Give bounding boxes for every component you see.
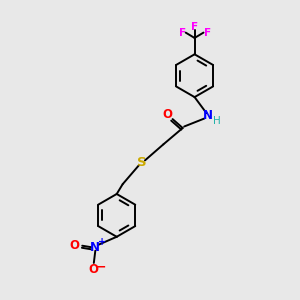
Text: O: O [163,108,173,121]
Text: N: N [203,109,213,122]
Text: F: F [191,22,198,32]
Text: F: F [203,28,211,38]
Text: +: + [98,237,106,247]
Text: F: F [178,28,186,38]
Text: −: − [96,261,106,274]
Text: H: H [213,116,221,127]
Text: S: S [137,156,147,169]
Text: O: O [69,239,79,252]
Text: O: O [89,263,99,276]
Text: N: N [90,241,100,254]
